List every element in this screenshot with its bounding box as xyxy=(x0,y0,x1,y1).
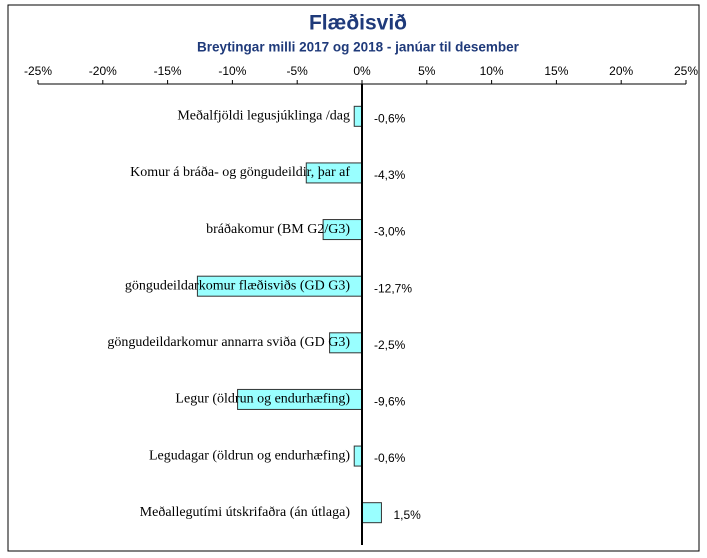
value-label: -9,6% xyxy=(374,395,406,409)
x-tick-label: 15% xyxy=(544,64,568,78)
value-label: -0,6% xyxy=(374,451,406,465)
value-label: 1,5% xyxy=(393,508,421,522)
bar xyxy=(353,445,363,467)
category-label: Komur á bráða- og göngudeildir, þar af xyxy=(130,165,350,180)
x-tick-label: 10% xyxy=(480,64,504,78)
value-label: -2,5% xyxy=(374,338,406,352)
category-label: Legur (öldrun og endurhæfing) xyxy=(175,392,350,407)
category-label: Legudagar (öldrun og endurhæfing) xyxy=(149,448,350,463)
value-label: -0,6% xyxy=(374,111,406,125)
category-label: Meðalfjöldi legusjúklinga /dag xyxy=(177,109,350,124)
bar xyxy=(353,105,363,127)
x-tick-label: -5% xyxy=(287,64,309,78)
x-tick-label: 5% xyxy=(418,64,436,78)
value-label: -3,0% xyxy=(374,225,406,239)
chart-subtitle: Breytingar milli 2017 og 2018 - janúar t… xyxy=(197,40,520,55)
x-tick-label: 25% xyxy=(674,64,698,78)
x-tick-label: -20% xyxy=(89,64,117,78)
x-tick-label: -15% xyxy=(154,64,182,78)
x-tick-label: -25% xyxy=(24,64,52,78)
chart-title: Flæðisvið xyxy=(309,12,407,35)
category-label: göngudeildarkomur annarra sviða (GD G3) xyxy=(107,335,350,350)
category-label: bráðakomur (BM G2/G3) xyxy=(206,222,350,237)
category-label: Meðallegutími útskrifaðra (án útlaga) xyxy=(140,505,351,520)
category-label: göngudeildarkomur flæðisviðs (GD G3) xyxy=(125,278,350,293)
bar xyxy=(361,502,382,524)
x-tick-label: 20% xyxy=(609,64,633,78)
x-tick-label: -10% xyxy=(218,64,246,78)
value-label: -4,3% xyxy=(374,168,406,182)
x-tick-label: 0% xyxy=(353,64,371,78)
value-label: -12,7% xyxy=(374,281,412,295)
